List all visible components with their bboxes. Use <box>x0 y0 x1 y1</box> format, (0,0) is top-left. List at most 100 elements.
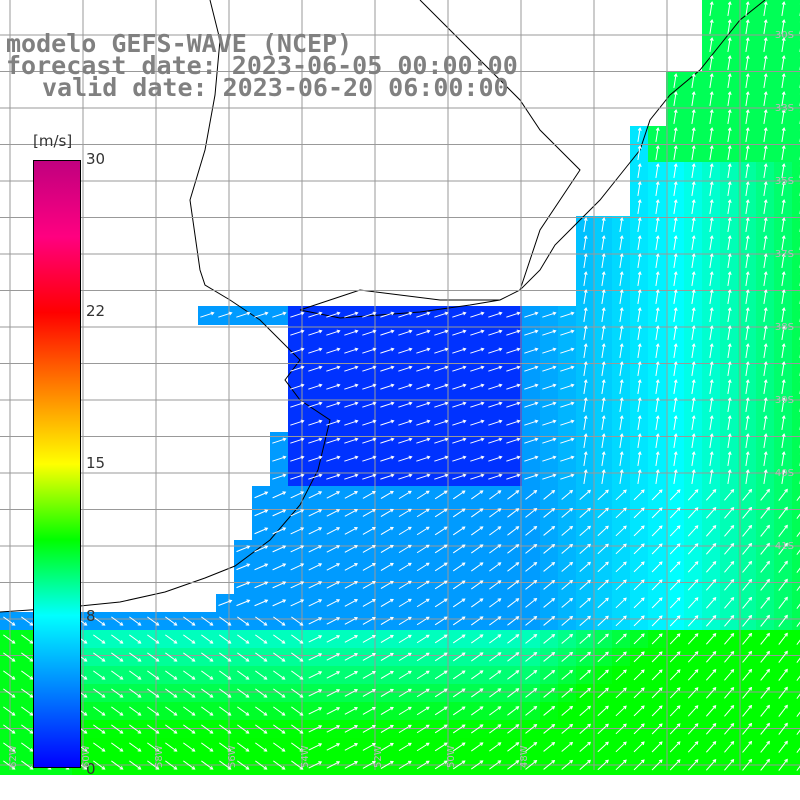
sea-cell <box>720 522 739 541</box>
wind-arrow <box>489 688 501 698</box>
wind-arrow-head <box>691 397 696 402</box>
wind-arrow-head <box>354 707 359 711</box>
sea-cell <box>720 684 739 703</box>
wind-arrow-head <box>583 397 588 402</box>
wind-arrow-head <box>691 379 696 384</box>
wind-arrow <box>291 760 303 770</box>
sea-cell <box>540 540 559 559</box>
wind-arrow <box>452 724 466 734</box>
wind-arrow <box>687 507 699 519</box>
sea-cell <box>684 558 703 577</box>
wind-arrow-head <box>763 199 768 204</box>
sea-cell <box>324 414 343 433</box>
sea-cell <box>666 738 685 757</box>
sea-cell <box>648 486 667 505</box>
sea-cell <box>378 666 397 685</box>
sea-cell <box>396 738 415 757</box>
wind-arrow <box>362 761 376 769</box>
sea-cell <box>684 522 703 541</box>
wind-arrow <box>709 200 713 214</box>
sea-cell <box>396 594 415 613</box>
wind-arrow <box>781 434 785 448</box>
wind-arrow <box>362 312 376 318</box>
wind-arrow <box>129 688 141 698</box>
wind-arrow-head <box>766 650 770 655</box>
wind-arrow-head <box>83 748 88 752</box>
wind-arrow <box>344 330 358 336</box>
wind-arrow <box>561 688 573 698</box>
sea-cell <box>684 216 703 235</box>
wind-arrow-head <box>784 524 788 529</box>
sea-cell <box>738 396 757 415</box>
sea-cell <box>702 378 721 397</box>
sea-cell <box>792 0 800 19</box>
wind-arrow <box>434 526 448 536</box>
sea-cell <box>594 324 613 343</box>
wind-arrow <box>489 562 501 572</box>
sea-cell <box>540 612 559 631</box>
wind-arrow <box>651 741 663 753</box>
sea-cell <box>486 720 505 739</box>
wind-arrow-head <box>691 127 696 132</box>
wind-arrow-head <box>712 543 717 547</box>
wind-arrow <box>326 635 340 643</box>
sea-cell <box>252 486 271 505</box>
sea-cell <box>792 612 800 631</box>
wind-arrow-head <box>426 311 431 316</box>
sea-cell <box>774 594 793 613</box>
wind-arrow <box>763 326 767 340</box>
wind-arrow-head <box>390 598 394 603</box>
wind-arrow <box>201 760 213 770</box>
sea-cell <box>270 468 289 487</box>
sea-cell <box>630 144 649 163</box>
wind-arrow-head <box>709 73 714 78</box>
sea-cell <box>378 468 397 487</box>
wind-arrow <box>525 616 537 626</box>
wind-arrow-head <box>516 437 521 442</box>
sea-cell <box>648 288 667 307</box>
wind-arrow-head <box>709 343 714 348</box>
wind-arrow <box>470 312 484 318</box>
wind-arrow <box>709 20 713 34</box>
sea-cell <box>684 540 703 559</box>
wind-arrow <box>724 597 734 609</box>
wind-arrow <box>727 20 731 34</box>
wind-arrow-head <box>462 419 467 424</box>
sea-cell <box>360 522 379 541</box>
wind-arrow-head <box>461 526 466 530</box>
sea-cell <box>666 198 685 217</box>
wind-arrow <box>470 490 484 500</box>
sea-cell <box>756 198 775 217</box>
wind-arrow-head <box>263 658 268 662</box>
sea-cell <box>324 612 343 631</box>
wind-arrow-head <box>658 669 663 674</box>
wind-arrow-head <box>390 724 394 729</box>
sea-cell <box>666 612 685 631</box>
wind-arrow <box>763 416 767 430</box>
wind-arrow-head <box>623 507 627 512</box>
wind-arrow <box>506 348 520 354</box>
sea-cell <box>306 396 325 415</box>
wind-arrow-head <box>745 343 750 348</box>
wind-arrow-head <box>766 758 770 763</box>
wind-arrow <box>326 438 340 444</box>
sea-cell <box>684 450 703 469</box>
wind-arrow <box>524 456 538 462</box>
wind-arrow <box>489 634 501 644</box>
wind-arrow <box>219 724 231 734</box>
sea-cell <box>558 522 577 541</box>
wind-arrow <box>543 526 555 536</box>
sea-cell <box>342 450 361 469</box>
wind-arrow <box>452 580 466 590</box>
wind-arrow-head <box>282 311 287 316</box>
sea-cell <box>414 684 433 703</box>
sea-cell <box>648 720 667 739</box>
wind-arrow <box>147 688 159 698</box>
sea-cell <box>288 558 307 577</box>
wind-arrow-head <box>623 597 627 602</box>
wind-arrow-head <box>390 437 395 442</box>
wind-arrow-head <box>658 507 663 512</box>
wind-arrow <box>760 723 770 735</box>
wind-arrow <box>745 398 749 412</box>
wind-arrow <box>470 760 484 770</box>
